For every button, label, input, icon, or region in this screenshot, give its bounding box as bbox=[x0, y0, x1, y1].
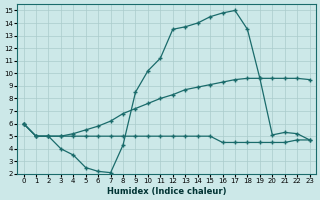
X-axis label: Humidex (Indice chaleur): Humidex (Indice chaleur) bbox=[107, 187, 226, 196]
